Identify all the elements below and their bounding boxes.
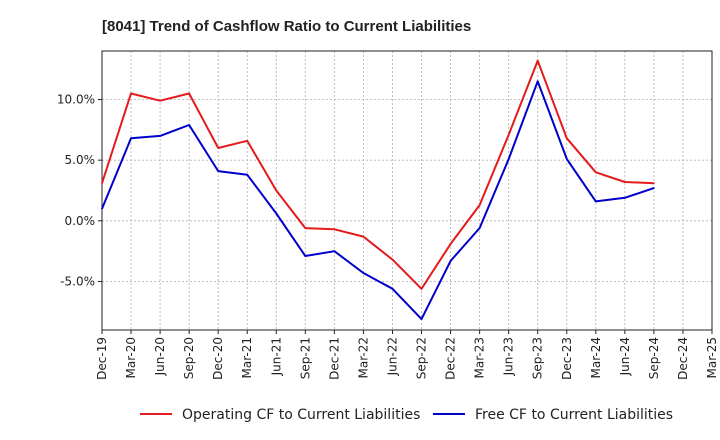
data-point [566,158,568,160]
data-point [420,288,423,290]
series-line-1 [101,59,654,290]
x-tick-label: Mar-21 [240,337,254,378]
x-tick-label: Mar-20 [124,337,138,378]
x-tick-label: Sep-23 [531,337,545,379]
x-tick-label: Jun-21 [269,337,283,376]
x-tick-label: Jun-24 [618,337,632,376]
data-point [420,318,423,320]
data-point [275,189,278,192]
data-point [333,250,336,252]
x-tick-label: Sep-21 [298,337,312,379]
y-axis: -5.0% 0.0% 5.0% 10.0% [57,93,102,288]
x-tick-label: Jun-23 [502,337,516,376]
data-point [391,288,394,290]
data-point [304,227,307,229]
data-point [159,135,161,137]
data-point [624,197,626,199]
legend-label: Free CF to Current Liabilities [475,407,673,423]
x-tick-label: Sep-22 [415,337,429,379]
data-point [478,227,481,229]
y-tick-label: 0.0% [65,214,96,228]
x-tick-label: Jun-22 [385,337,399,376]
chart-title: [8041] Trend of Cashflow Ratio to Curren… [102,18,471,35]
y-tick-label: 10.0% [57,93,95,107]
x-tick-label: Dec-21 [327,337,341,380]
data-point [624,181,626,183]
data-point [362,272,365,274]
x-axis: Dec-19 Mar-20 Jun-20 Sep-20 Dec-20 Mar-21 Jun-… [95,330,719,380]
data-point [653,187,655,189]
data-point [217,147,219,149]
x-tick-label: Dec-22 [444,337,458,380]
data-point [159,99,161,102]
data-point [449,260,452,262]
grid [102,51,712,330]
data-point [130,137,132,140]
data-point [536,80,539,83]
data-point [275,212,278,215]
x-tick-label: Dec-20 [211,337,225,380]
legend-label: Operating CF to Current Liabilities [182,407,420,423]
series-lines [101,59,655,321]
data-point [566,137,568,140]
x-tick-label: Mar-22 [356,337,370,378]
data-point [217,170,219,172]
series-line-2 [101,80,655,321]
data-point [188,124,190,126]
legend: Operating CF to Current Liabilities Free … [140,407,673,423]
data-point [507,133,510,136]
data-point [595,200,597,203]
data-point [595,171,597,174]
x-tick-label: Mar-23 [473,337,487,378]
x-tick-label: Sep-20 [182,337,196,379]
data-point [391,258,394,261]
x-tick-label: Mar-25 [705,337,719,378]
data-point [478,204,481,206]
data-point [246,140,248,142]
x-tick-label: Jun-20 [153,337,167,376]
x-tick-label: Dec-19 [95,337,109,380]
y-tick-label: -5.0% [60,274,95,288]
x-tick-label: Dec-24 [676,337,690,380]
data-point [246,173,248,176]
plot-area-frame [101,50,713,331]
data-point [507,158,510,160]
x-tick-label: Mar-24 [589,337,603,378]
data-point [101,207,103,210]
y-tick-label: 5.0% [65,153,96,167]
data-point [188,92,190,95]
x-tick-label: Sep-24 [647,337,661,379]
data-point [130,92,132,95]
data-point [101,182,103,184]
data-point [333,228,336,231]
x-tick-label: Dec-23 [560,337,574,380]
data-point [362,235,365,238]
data-point [449,243,452,245]
data-point [653,182,655,184]
data-point [304,255,307,257]
data-point [536,59,539,62]
